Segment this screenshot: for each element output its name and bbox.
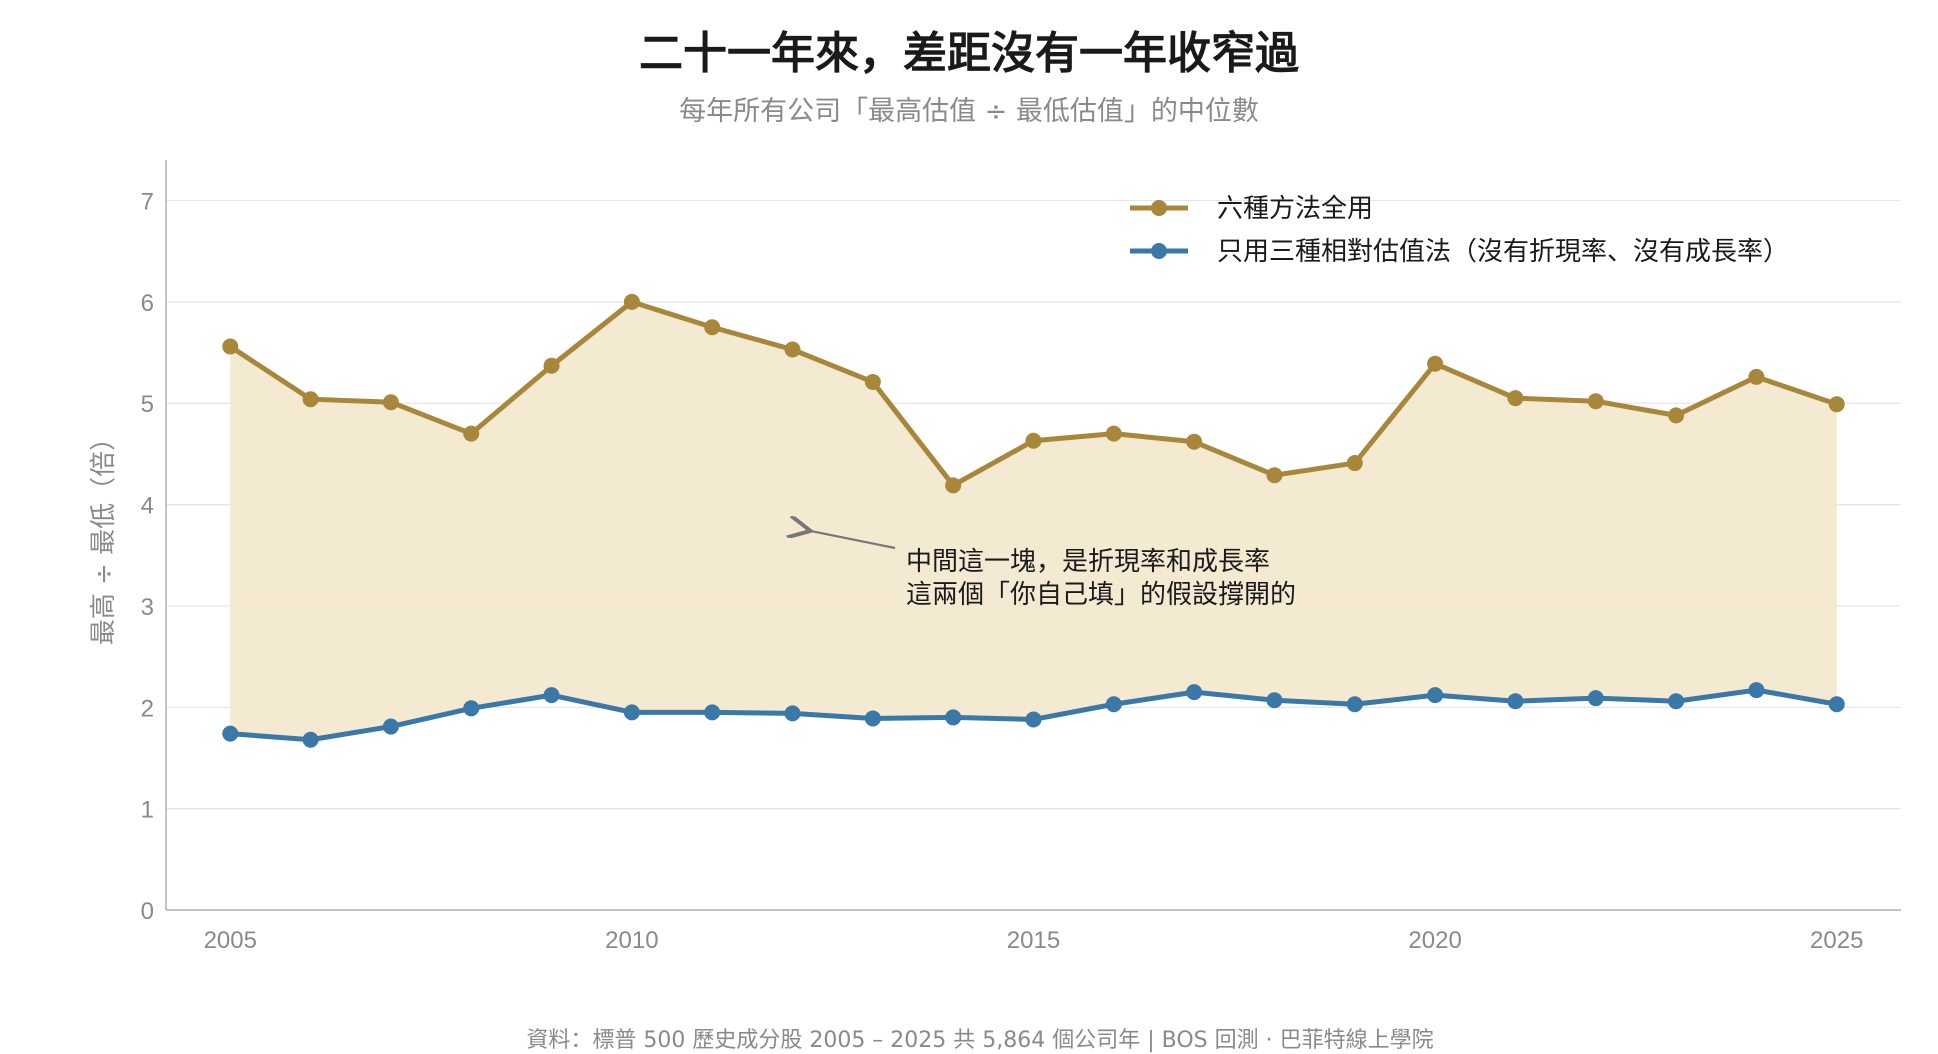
data-point-s1-2007	[382, 718, 399, 735]
data-point-s0-2021	[1507, 390, 1524, 407]
annotation-line-2: 這兩個「你自己填」的假設撐開的	[906, 580, 1296, 610]
y-axis-label: 最高 ÷ 最低（倍）	[89, 425, 119, 645]
data-point-s1-2010	[623, 704, 640, 721]
data-point-s1-2021	[1507, 693, 1524, 710]
data-point-s0-2010	[623, 293, 640, 310]
data-point-s1-2008	[463, 700, 480, 717]
data-point-s1-2018	[1266, 692, 1283, 709]
legend-marker-six-methods	[1151, 200, 1167, 216]
data-point-s1-2024	[1748, 682, 1765, 699]
data-point-s1-2005	[222, 725, 239, 742]
data-point-s0-2022	[1587, 393, 1604, 410]
annotation-line-1: 中間這一塊，是折現率和成長率	[906, 547, 1270, 577]
data-point-s1-2009	[543, 687, 560, 704]
gap-band-fill	[230, 301, 1837, 740]
data-point-s0-2008	[463, 425, 480, 442]
y-tick-label-5: 5	[141, 391, 154, 418]
data-point-s1-2012	[784, 705, 801, 722]
data-point-s1-2011	[704, 704, 721, 721]
legend: 六種方法全用 只用三種相對估值法（沒有折現率、沒有成長率）	[1130, 194, 1789, 267]
y-tick-label-0: 0	[141, 898, 154, 925]
legend-item-six-methods: 六種方法全用	[1130, 194, 1373, 224]
data-point-s1-2019	[1346, 696, 1363, 713]
data-point-s1-2022	[1587, 690, 1604, 707]
data-point-s1-2015	[1025, 711, 1042, 728]
data-point-s0-2015	[1025, 432, 1042, 449]
y-tick-label-7: 7	[141, 189, 154, 216]
x-tick-label-2020: 2020	[1408, 927, 1461, 954]
data-point-s1-2013	[864, 710, 881, 727]
data-point-s1-2006	[302, 731, 319, 748]
legend-item-three-methods: 只用三種相對估值法（沒有折現率、沒有成長率）	[1130, 237, 1789, 267]
x-tick-label-2025: 2025	[1810, 927, 1863, 954]
data-point-s0-2018	[1266, 467, 1283, 484]
data-point-s0-2025	[1828, 396, 1845, 413]
data-point-s1-2016	[1105, 696, 1122, 713]
legend-marker-three-methods	[1151, 243, 1167, 259]
legend-label-six-methods: 六種方法全用	[1217, 194, 1373, 224]
data-point-s1-2017	[1186, 684, 1203, 701]
data-point-s1-2020	[1427, 687, 1444, 704]
data-point-s0-2012	[784, 341, 801, 358]
data-point-s0-2005	[222, 338, 239, 355]
data-point-s0-2007	[382, 394, 399, 411]
data-point-s0-2017	[1186, 433, 1203, 450]
data-point-s0-2013	[864, 373, 881, 390]
y-tick-label-1: 1	[141, 797, 154, 824]
series-layer	[222, 293, 1845, 748]
data-point-s0-2011	[704, 319, 721, 336]
data-point-s0-2020	[1427, 355, 1444, 372]
data-point-s0-2024	[1748, 368, 1765, 385]
data-point-s1-2025	[1828, 696, 1845, 713]
data-point-s0-2009	[543, 357, 560, 374]
x-tick-label-2005: 2005	[204, 927, 257, 954]
data-point-s0-2014	[945, 477, 962, 494]
data-point-s0-2019	[1346, 455, 1363, 472]
data-point-s1-2014	[945, 709, 962, 726]
y-tick-labels: 0 1 2 3 4 5 6 7	[141, 189, 154, 925]
x-tick-label-2010: 2010	[605, 927, 658, 954]
y-tick-label-6: 6	[141, 290, 154, 317]
chart-subtitle: 每年所有公司「最高估值 ÷ 最低估值」的中位數	[679, 96, 1259, 127]
x-tick-label-2015: 2015	[1007, 927, 1060, 954]
x-tick-labels: 2005 2010 2015 2020 2025	[204, 927, 1864, 954]
data-point-s0-2023	[1668, 407, 1685, 424]
data-point-s0-2006	[302, 391, 319, 408]
data-point-s1-2023	[1668, 693, 1685, 710]
y-tick-label-2: 2	[141, 695, 154, 722]
annotation-arrow	[811, 531, 896, 550]
legend-label-three-methods: 只用三種相對估值法（沒有折現率、沒有成長率）	[1217, 237, 1789, 267]
data-point-s0-2016	[1105, 425, 1122, 442]
y-tick-label-3: 3	[141, 594, 154, 621]
source-note: 資料：標普 500 歷史成分股 2005 – 2025 共 5,864 個公司年…	[526, 1028, 1433, 1053]
chart-title: 二十一年來，差距沒有一年收窄過	[639, 28, 1300, 79]
y-tick-label-4: 4	[141, 493, 154, 520]
